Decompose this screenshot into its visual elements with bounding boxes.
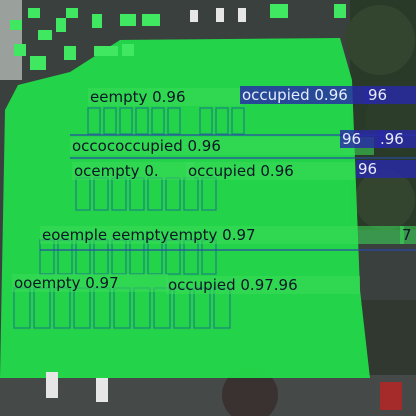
detection-label: ocempty 0. xyxy=(72,162,194,180)
detection-label: 96 xyxy=(340,130,384,148)
detection-label: occupied 0.96 xyxy=(186,162,355,180)
detection-label: eoemple eemptyempty 0.97 xyxy=(40,226,404,244)
detection-label: occupied 0.96 xyxy=(240,86,369,104)
detection-label: occupied 0.97.96 xyxy=(166,276,360,294)
detection-label: ooempty 0.97 xyxy=(12,274,168,292)
detection-label: eempty 0.96 xyxy=(88,88,242,106)
detection-label: 96 xyxy=(356,160,416,178)
detection-label: occococcupied 0.96 xyxy=(70,137,374,155)
detection-label: 96 xyxy=(366,86,416,104)
detection-label: 7 xyxy=(400,226,416,244)
detection-label: .96 xyxy=(378,130,416,148)
